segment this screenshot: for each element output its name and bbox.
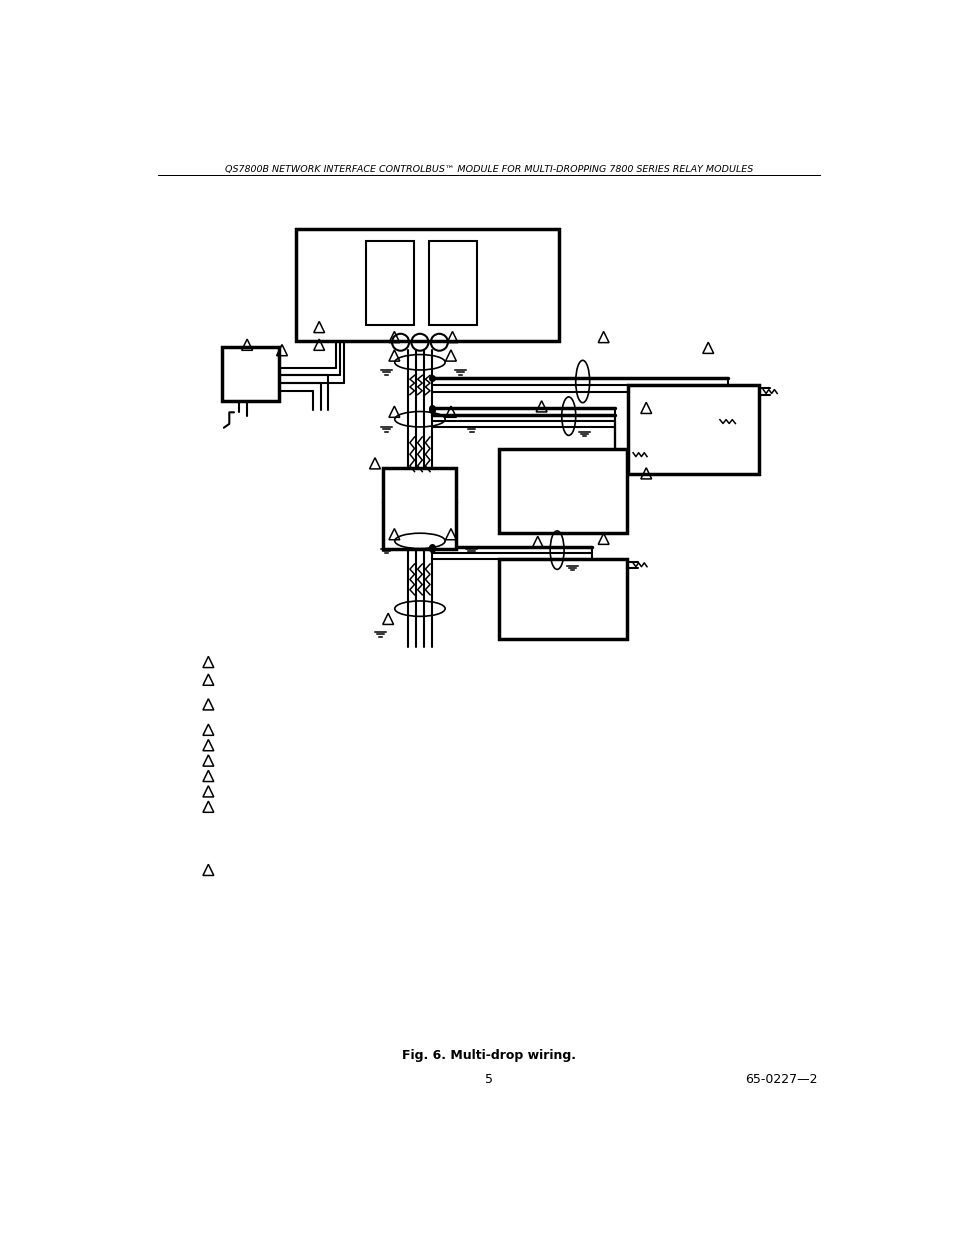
Bar bbox=[295, 228, 558, 341]
Bar bbox=[498, 448, 626, 534]
Text: 65-0227—2: 65-0227—2 bbox=[745, 1073, 818, 1087]
Bar bbox=[382, 468, 456, 548]
Bar bbox=[627, 385, 759, 474]
Text: 5: 5 bbox=[484, 1073, 493, 1087]
Text: Fig. 6. Multi-drop wiring.: Fig. 6. Multi-drop wiring. bbox=[401, 1049, 576, 1062]
Bar bbox=[498, 558, 626, 640]
Text: QS7800B NETWORK INTERFACE CONTROLBUS™ MODULE FOR MULTI-DROPPING 7800 SERIES RELA: QS7800B NETWORK INTERFACE CONTROLBUS™ MO… bbox=[225, 165, 752, 174]
Bar bbox=[429, 241, 476, 325]
Bar bbox=[365, 241, 414, 325]
Bar bbox=[222, 347, 278, 401]
